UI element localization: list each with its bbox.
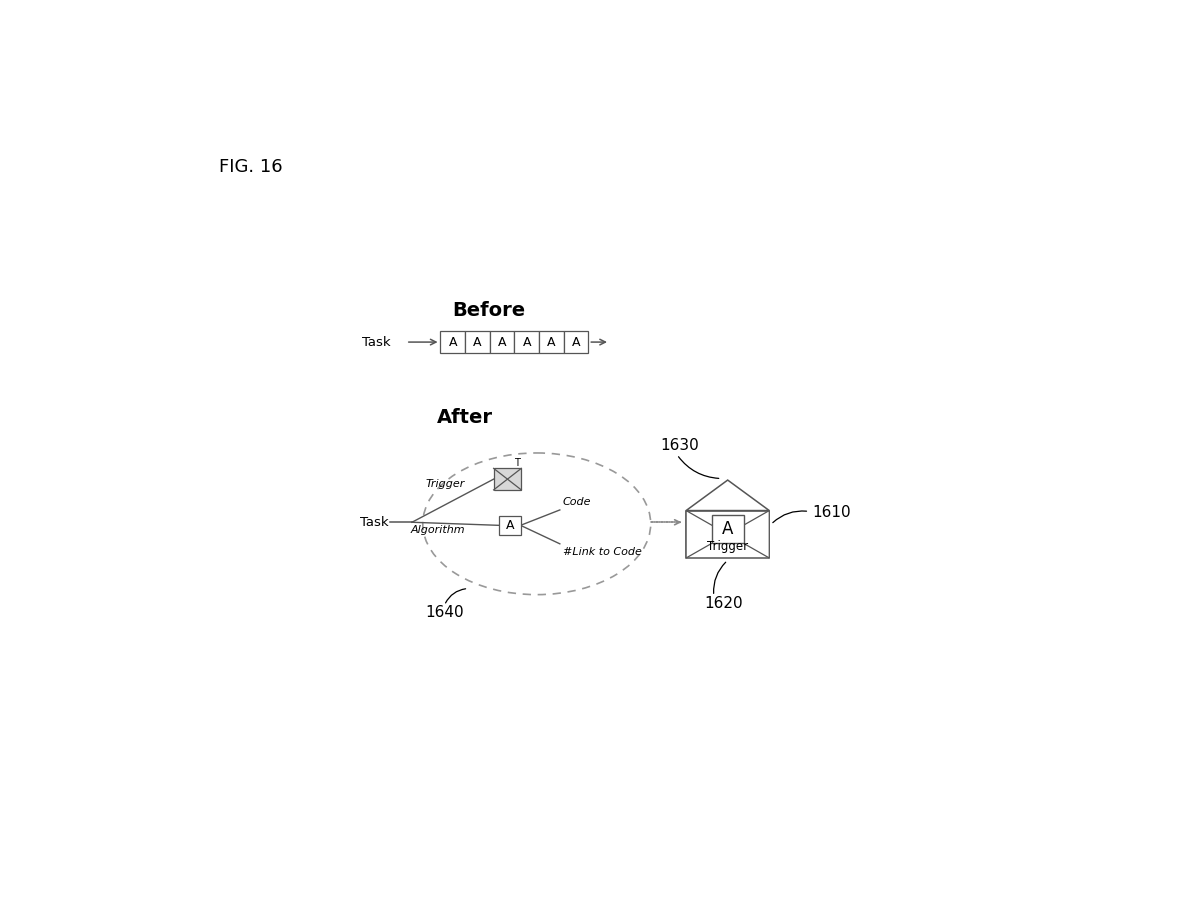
Text: Task: Task bbox=[361, 516, 389, 529]
Text: #Link to Code: #Link to Code bbox=[563, 547, 641, 557]
Text: Trigger: Trigger bbox=[707, 540, 749, 554]
Text: A: A bbox=[522, 336, 531, 348]
Text: T: T bbox=[514, 457, 520, 468]
Polygon shape bbox=[687, 510, 728, 558]
Text: A: A bbox=[547, 336, 556, 348]
Bar bbox=[687, 510, 769, 558]
Text: Task: Task bbox=[362, 336, 390, 348]
Text: 1610: 1610 bbox=[813, 505, 851, 520]
Bar bbox=[539, 331, 564, 353]
Text: A: A bbox=[506, 518, 514, 532]
Text: Before: Before bbox=[452, 301, 525, 320]
Bar bbox=[465, 331, 490, 353]
Text: A: A bbox=[722, 520, 733, 538]
Text: 1640: 1640 bbox=[425, 606, 464, 620]
Text: 1630: 1630 bbox=[660, 437, 699, 453]
Bar bbox=[712, 515, 744, 543]
Bar bbox=[514, 331, 539, 353]
Text: Algorithm: Algorithm bbox=[411, 525, 465, 535]
Text: Code: Code bbox=[563, 497, 591, 507]
Bar bbox=[564, 331, 588, 353]
Bar bbox=[490, 331, 514, 353]
Text: Trigger: Trigger bbox=[426, 479, 465, 489]
Bar bbox=[494, 468, 521, 490]
Text: A: A bbox=[571, 336, 581, 348]
Text: A: A bbox=[474, 336, 482, 348]
Text: After: After bbox=[437, 409, 493, 428]
Text: FIG. 16: FIG. 16 bbox=[219, 158, 283, 176]
Bar bbox=[499, 516, 520, 535]
Text: A: A bbox=[449, 336, 457, 348]
Polygon shape bbox=[687, 480, 769, 510]
Bar bbox=[440, 331, 465, 353]
Polygon shape bbox=[728, 510, 769, 558]
Text: 1620: 1620 bbox=[704, 596, 744, 611]
Text: A: A bbox=[497, 336, 506, 348]
